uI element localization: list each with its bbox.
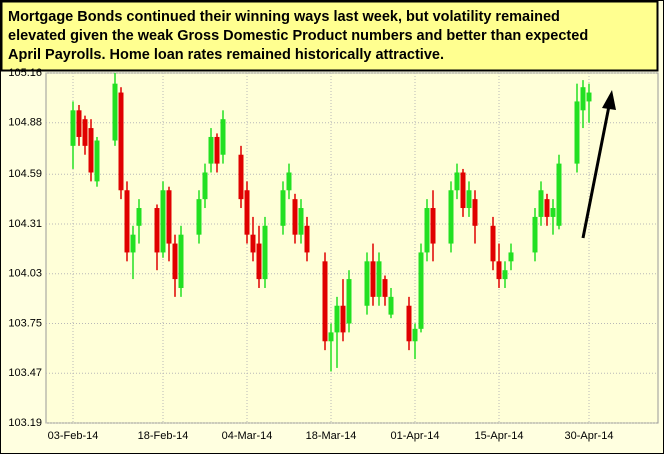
title-line: elevated given the weak Gross Domestic P… [8,28,588,44]
candle-body [334,305,340,333]
plot-area [45,72,659,424]
candle-body [286,172,292,191]
x-tick-label: 03-Feb-14 [48,430,99,442]
candle-body [160,190,166,253]
candle-body [304,225,310,253]
candle-body [388,296,394,315]
title-box [0,0,659,72]
candle-body [292,199,298,235]
candle-body [214,136,220,164]
candle-body [112,83,118,141]
candle-body [244,190,250,235]
candle-body [196,199,202,235]
candle-body [124,190,130,253]
x-tick-label: 15-Apr-14 [475,430,524,442]
candle-body [580,87,586,111]
candle-body [82,119,88,146]
title-line: April Payrolls. Home loan rates remained… [8,47,444,63]
candle-body [70,110,76,146]
candle-body [340,305,346,333]
candle-body [376,261,382,297]
x-tick-label: 01-Apr-14 [391,430,440,442]
y-tick-label: 104.88 [8,117,42,129]
candle-body [238,154,244,200]
candle-body [178,234,184,288]
candle-body [472,199,478,226]
candle-body [502,270,508,280]
candle-body [382,279,388,297]
candle-body [202,172,208,200]
candle-body [328,332,334,342]
candle-body [76,110,82,137]
candle-body [280,190,286,226]
candle-body [544,199,550,217]
candle-body [430,208,436,244]
candle-body [346,279,352,324]
candle-body [364,261,370,306]
candle-body [556,163,562,226]
candle-body [88,128,94,173]
y-tick-label: 103.19 [8,417,42,429]
y-tick-label: 103.75 [8,317,42,329]
x-tick-label: 04-Mar-14 [222,430,273,442]
candle-body [508,252,514,262]
candle-body [250,234,256,253]
candle-body [448,190,454,244]
candle-body [118,92,124,191]
candle-body [154,208,160,253]
candle-body [136,208,142,226]
y-tick-label: 105.16 [8,67,42,79]
candle-body [172,243,178,280]
candle-body [220,119,226,155]
candle-body [532,216,538,253]
trend-arrow [581,105,611,239]
candle-body [298,208,304,235]
x-tick-label: 30-Apr-14 [565,430,614,442]
candle-body [322,261,328,342]
candle-body [370,261,376,297]
candle-body [454,172,460,191]
grid [46,72,658,424]
candle-body [412,328,418,342]
candle-body [130,234,136,253]
candle-body [208,136,214,164]
candle-body [496,261,502,280]
candle-body [256,243,262,280]
y-tick-label: 103.47 [8,367,42,379]
candle-body [460,172,466,209]
candle-body [490,225,496,262]
x-tick-label: 18-Feb-14 [138,430,189,442]
candle-body [424,208,430,253]
y-tick-label: 104.03 [8,268,42,280]
arrow-head [602,90,616,110]
candle-body [406,305,412,342]
candle-body [538,190,544,217]
y-tick-label: 104.31 [8,218,42,230]
candle-body [550,208,556,217]
candles [70,73,592,372]
x-tick-label: 18-Mar-14 [306,430,357,442]
candle-body [466,190,472,209]
title-line: Mortgage Bonds continued their winning w… [8,9,560,25]
candle-body [166,190,172,244]
y-tick-label: 104.59 [8,168,42,180]
candle-body [418,252,424,329]
candle-body [586,92,592,102]
candle-body [94,140,100,182]
candle-body [574,101,580,164]
candle-body [262,225,268,280]
